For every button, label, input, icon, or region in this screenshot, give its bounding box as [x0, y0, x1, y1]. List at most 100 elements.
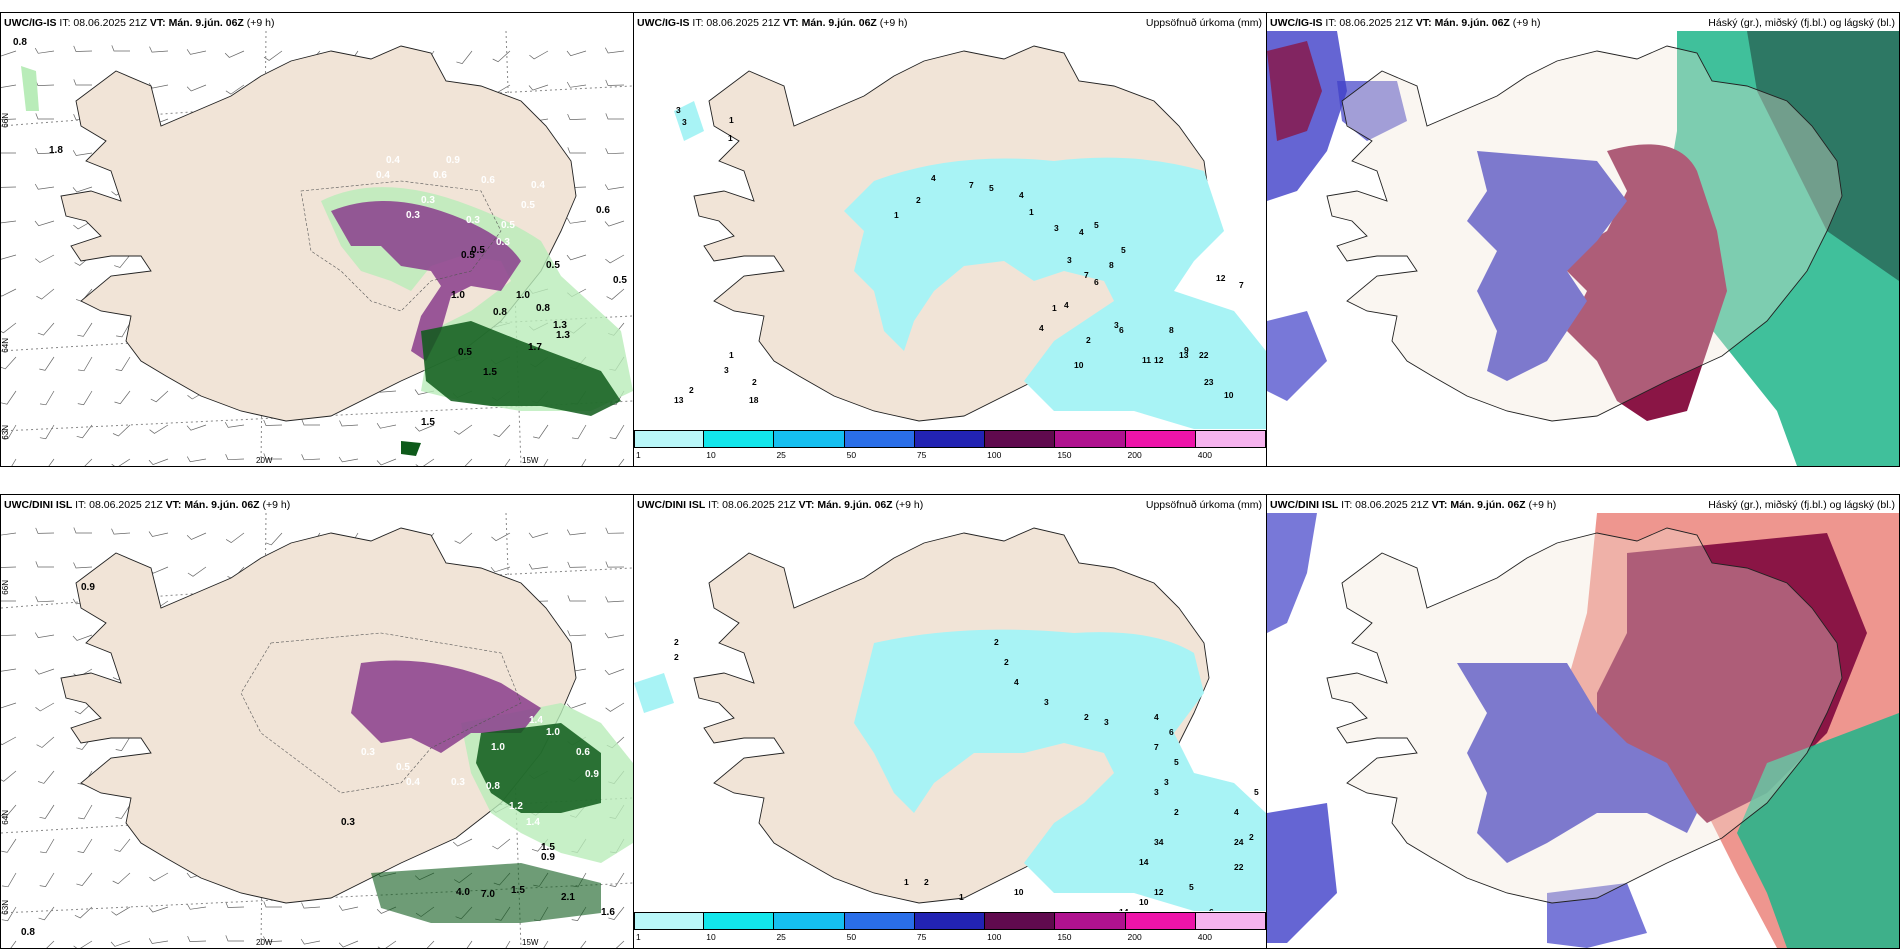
wind-barb	[571, 424, 587, 440]
colorbar-tick-label: 25	[776, 932, 786, 942]
wind-barb	[605, 596, 625, 603]
wind-barb	[224, 422, 245, 428]
wind-barb	[77, 356, 93, 372]
wind-barb	[543, 940, 549, 948]
precip-value-label: 0.9	[541, 852, 555, 863]
colorbar-tick-label: 100	[987, 450, 1002, 460]
precip-value-label: 6	[1119, 325, 1124, 335]
wind-barb	[115, 736, 131, 751]
wind-barb	[604, 47, 625, 54]
wind-barb	[528, 84, 549, 91]
precip-value-label: 3	[682, 117, 687, 127]
precip-value-label: 0.5	[458, 347, 472, 358]
colorbar-tick-label: 10	[706, 450, 716, 460]
wind-barb	[1, 220, 17, 224]
wind-barb	[414, 424, 435, 432]
precip-values: 0.90.30.30.50.4 0.31.01.41.00.60.90.81.21…	[21, 582, 615, 938]
precip-value-label: 0.5	[521, 200, 535, 211]
panel-subtitle: Háský (gr.), miðský (fj.bl.) og lágský (…	[1708, 499, 1895, 511]
wind-barb	[149, 872, 169, 882]
panel-dini-clouds: UWC/DINI ISL IT: 08.06.2025 21Z VT: Mán.…	[1266, 494, 1900, 949]
precip-value-label: 0.9	[81, 582, 95, 593]
colorbar-cell	[634, 912, 705, 930]
wind-barb	[40, 838, 55, 854]
colorbar-cell	[914, 912, 986, 930]
precip-value-label: 3	[1044, 697, 1049, 707]
colorbar-cell	[634, 430, 705, 448]
precip-value-label: 1.5	[541, 842, 555, 853]
colorbar-cell	[704, 912, 775, 930]
precip-value-label: 4	[1014, 677, 1019, 687]
wind-barb	[186, 49, 207, 55]
precip-value-label: 0.3	[451, 777, 465, 788]
precip-values: 2222432346753323424142251210142337612110…	[674, 637, 1259, 911]
precip-value-label: 2	[924, 877, 929, 887]
wind-barb	[77, 838, 93, 853]
colorbar-cell	[704, 430, 775, 448]
precip-value-label: 3	[1114, 320, 1119, 330]
panel-subtitle: Háský (gr.), miðský (fj.bl.) og lágský (…	[1708, 17, 1895, 29]
panel-subtitle: Uppsöfnuð úrkoma (mm)	[1145, 499, 1262, 511]
wind-barb	[114, 254, 131, 268]
wind-barb	[35, 79, 55, 86]
precip-shading	[21, 66, 633, 456]
wind-barb	[1, 254, 17, 260]
wind-barb	[377, 940, 397, 948]
wind-barb	[36, 288, 55, 300]
precip-value-label: 22	[1199, 350, 1209, 360]
precip-value-label: 18	[749, 395, 759, 405]
lat-label-63n: 63N	[1, 900, 10, 915]
precip-value-label: 1.7	[528, 342, 542, 353]
wind-barb	[263, 901, 282, 908]
wind-barb	[604, 632, 625, 639]
wind-barb	[73, 940, 93, 948]
precip-value-label: 2	[674, 637, 679, 647]
wind-barb	[11, 458, 17, 466]
wind-barb	[376, 458, 397, 466]
precip-value-label: 10	[1224, 390, 1234, 400]
wind-barb	[543, 458, 549, 466]
wind-barb	[115, 356, 131, 371]
wind-barb	[150, 390, 169, 403]
wind-barb	[528, 532, 549, 539]
wind-barb	[1, 634, 17, 636]
wind-barb	[1, 84, 17, 88]
wind-barb	[111, 45, 130, 52]
lat-label-64n: 64N	[1, 810, 10, 825]
wind-barb	[110, 940, 131, 947]
precip-value-label: 0.9	[585, 769, 599, 780]
panel-igis-wind-precip: UWC/IG-IS IT: 08.06.2025 21Z VT: Mán. 9.…	[0, 12, 634, 467]
colorbar-tick-label: 25	[776, 450, 786, 460]
precip-value-label: 10	[1139, 897, 1149, 907]
colorbar-cell	[774, 430, 845, 448]
iceland-landmass	[1326, 45, 1843, 422]
colorbar-cell	[985, 912, 1056, 930]
wind-barb	[580, 940, 587, 948]
lon-label-15w: 15W	[522, 938, 539, 947]
precip-value-label: 7	[969, 180, 974, 190]
wind-barb	[114, 390, 131, 405]
precip-value-label: 0.8	[13, 37, 27, 48]
wind-barb	[225, 935, 244, 942]
wind-barb	[376, 423, 397, 429]
wind-barb	[148, 458, 169, 466]
map-clouds	[1267, 31, 1899, 466]
wind-barb	[492, 838, 511, 850]
wind-barb	[148, 82, 169, 89]
precip-value-label: 2.1	[561, 892, 575, 903]
colorbar-tick-label: 150	[1057, 450, 1072, 460]
precip-value-label: 1.0	[451, 290, 465, 301]
lat-label-64n: 64N	[1, 338, 10, 353]
wind-barb	[1, 804, 17, 818]
wind-barb	[225, 532, 245, 544]
colorbar-tick-label: 200	[1127, 450, 1142, 460]
wind-barb	[73, 220, 93, 230]
map-wind-precip: 0.90.30.30.50.4 0.31.01.41.00.60.90.81.21…	[1, 513, 633, 948]
precip-value-label: 14	[1119, 907, 1129, 911]
wind-barb	[1, 152, 16, 154]
wind-barb	[338, 940, 359, 948]
wind-barb	[263, 453, 282, 460]
wind-barb	[73, 562, 93, 569]
wind-barb	[225, 454, 245, 461]
wind-barb	[263, 50, 283, 61]
